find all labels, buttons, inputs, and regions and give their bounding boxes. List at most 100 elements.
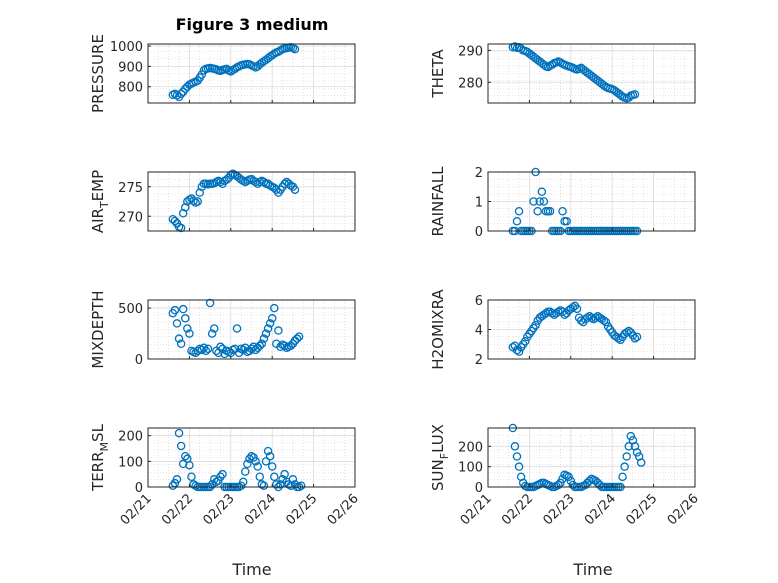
y-tick-label: 900 xyxy=(118,60,143,75)
chart-title: Figure 3 medium xyxy=(176,15,329,34)
data-point xyxy=(618,472,627,482)
y-axis-label: MIXDEPTH xyxy=(89,290,107,368)
y-tick-label: 2 xyxy=(475,353,483,368)
data-point xyxy=(230,64,240,74)
subplot-air-temp: 270 275 AIRTEMP xyxy=(89,169,356,233)
data-point xyxy=(543,62,553,72)
data-point xyxy=(531,320,540,330)
data-point xyxy=(626,431,636,441)
data-point xyxy=(541,309,551,318)
data-point xyxy=(241,467,250,476)
y-tick-label: 0 xyxy=(135,353,143,368)
subplot-rainfall: 0 1 2 RAINFALL xyxy=(429,166,696,240)
data-point xyxy=(510,442,520,451)
data-point xyxy=(168,481,178,490)
y-axis-label: RAINFALL xyxy=(429,166,447,237)
data-point xyxy=(197,345,207,355)
data-point xyxy=(614,334,623,343)
y-tick-label: 280 xyxy=(458,76,483,91)
y-axis-label: THETA xyxy=(429,49,447,99)
data-point xyxy=(512,452,522,461)
data-point xyxy=(599,316,609,325)
data-point xyxy=(178,459,188,469)
data-point xyxy=(259,177,269,187)
data-point xyxy=(280,341,289,351)
data-point xyxy=(259,334,269,343)
data-point xyxy=(545,206,555,216)
data-point xyxy=(265,451,275,461)
data-point xyxy=(521,337,530,346)
data-point xyxy=(172,319,182,328)
data-point xyxy=(568,303,578,312)
data-point xyxy=(176,223,186,233)
data-point xyxy=(284,480,294,489)
data-point xyxy=(512,217,522,226)
data-point xyxy=(601,317,611,327)
data-point xyxy=(290,480,300,489)
data-point xyxy=(286,341,296,351)
y-tick-label: 270 xyxy=(118,210,143,225)
data-point xyxy=(203,344,213,354)
data-point xyxy=(630,334,640,343)
y-tick-label: 200 xyxy=(458,440,483,455)
data-point xyxy=(207,329,217,338)
data-point xyxy=(263,324,273,333)
data-point xyxy=(587,313,596,322)
data-point xyxy=(514,347,524,356)
data-point xyxy=(218,469,227,479)
y-tick-label: 200 xyxy=(118,430,143,445)
axes-box xyxy=(147,171,356,232)
data-point xyxy=(209,324,219,333)
data-point xyxy=(247,451,256,461)
y-tick-label: 1 xyxy=(475,196,483,211)
data-point xyxy=(187,472,196,481)
y-axis-label: H2OMIXRA xyxy=(429,289,447,370)
data-point xyxy=(176,89,186,99)
data-point xyxy=(270,472,279,481)
data-point xyxy=(539,60,549,69)
data-point xyxy=(265,319,275,328)
y-axis-label: AIRTEMP xyxy=(89,170,111,233)
data-point xyxy=(212,477,221,487)
data-point xyxy=(585,476,594,486)
data-point xyxy=(181,203,190,212)
data-point xyxy=(292,334,302,343)
y-tick-label: 0 xyxy=(475,225,483,240)
data-point xyxy=(558,206,567,216)
y-tick-label: 275 xyxy=(118,181,143,196)
data-point xyxy=(176,339,186,348)
data-point xyxy=(201,346,211,356)
data-point xyxy=(624,442,634,451)
y-tick-label: 2 xyxy=(475,166,483,181)
data-point xyxy=(222,175,231,184)
data-point xyxy=(554,480,563,490)
data-point xyxy=(178,304,188,314)
data-point xyxy=(630,90,640,99)
data-point xyxy=(510,341,520,350)
data-point xyxy=(172,475,182,484)
data-point xyxy=(205,298,215,308)
x-axis-label-right: Time xyxy=(572,560,612,579)
data-point xyxy=(547,309,557,318)
data-point xyxy=(272,480,281,489)
data-point xyxy=(636,458,646,467)
data-point xyxy=(185,460,194,470)
data-point xyxy=(274,326,283,335)
data-point xyxy=(251,457,260,466)
data-point xyxy=(564,472,573,482)
y-axis-label: SUNFLUX xyxy=(429,424,451,491)
subplot-theta: 280 290 THETA xyxy=(429,42,696,104)
data-point xyxy=(243,459,252,469)
data-point xyxy=(294,332,304,341)
data-point xyxy=(261,457,271,466)
data-point xyxy=(172,91,182,100)
data-point xyxy=(276,342,285,352)
data-point xyxy=(193,197,202,206)
data-point xyxy=(247,344,256,354)
data-point xyxy=(535,197,545,206)
data-point xyxy=(181,314,190,323)
data-point xyxy=(261,329,271,338)
y-tick-label: 0 xyxy=(475,481,483,496)
y-tick-label: 800 xyxy=(118,81,143,96)
data-point xyxy=(514,462,524,471)
